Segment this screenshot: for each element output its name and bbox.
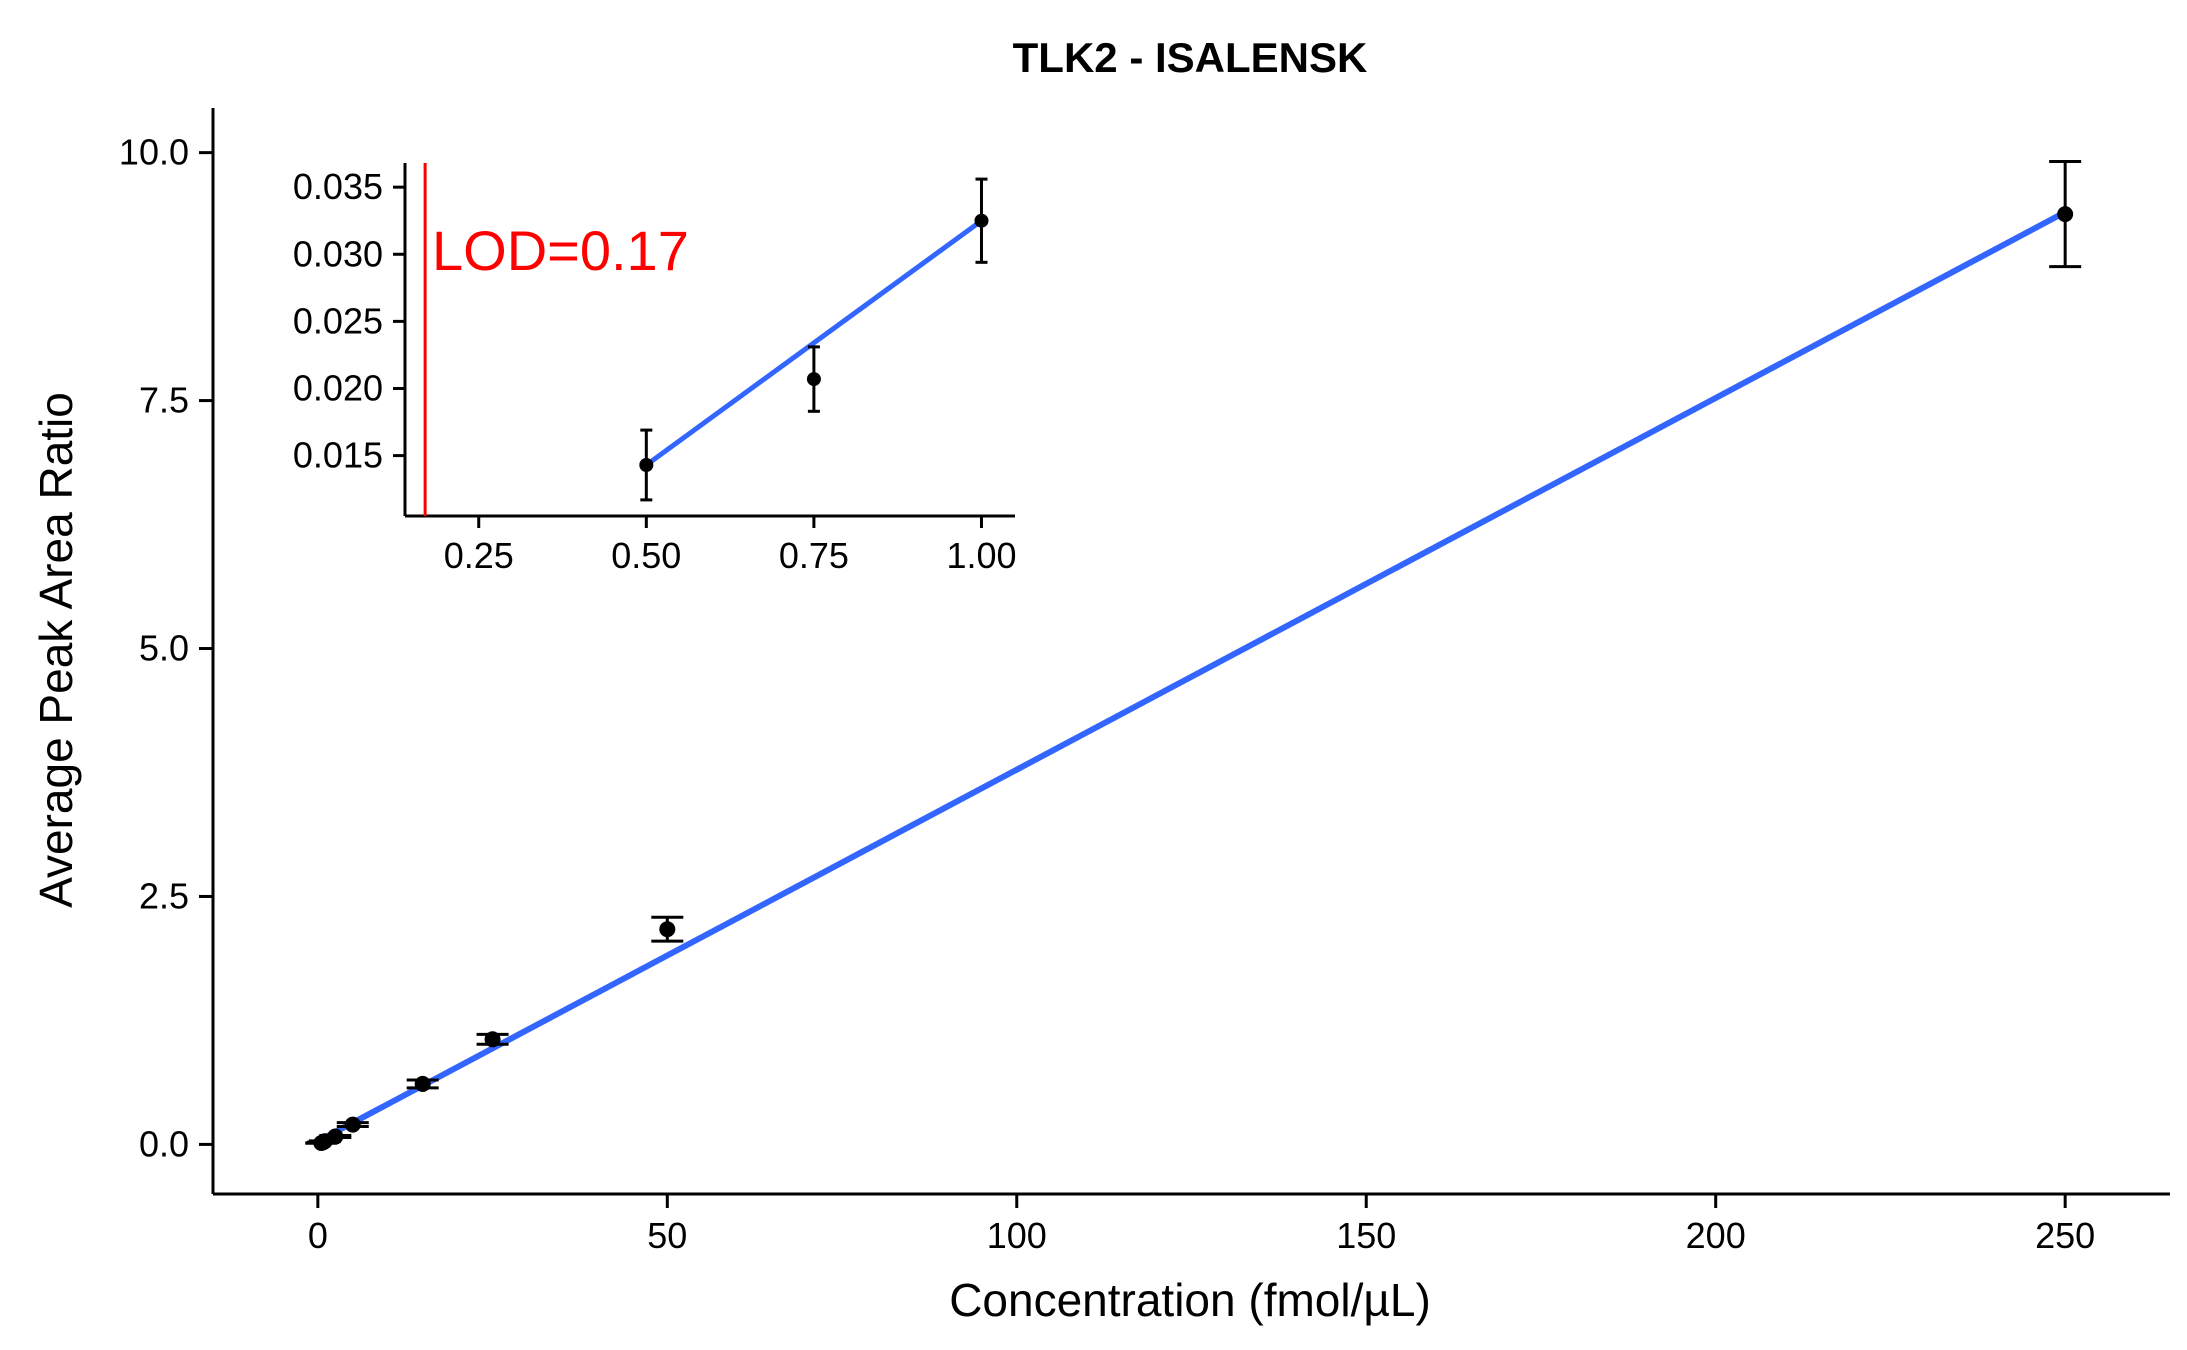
data-point [806, 372, 821, 387]
x-tick-label: 50 [647, 1215, 687, 1256]
x-tick-label: 0.75 [779, 535, 849, 576]
y-tick-label: 10.0 [119, 132, 189, 173]
data-point [414, 1075, 431, 1092]
x-tick-label: 0.50 [611, 535, 681, 576]
x-tick-label: 200 [1686, 1215, 1746, 1256]
x-tick-label: 0.25 [444, 535, 514, 576]
x-axis-label: Concentration (fmol/µL) [949, 1274, 1431, 1326]
main-plot: 0 50 100 150 200 250 0.0 2.5 5.0 7.5 10.0 [119, 108, 2170, 1256]
x-tick-label: 1.00 [946, 535, 1016, 576]
y-tick-label: 0.025 [293, 300, 383, 341]
x-tick-label: 150 [1336, 1215, 1396, 1256]
data-point [974, 213, 989, 228]
x-tick-label: 250 [2035, 1215, 2095, 1256]
data-point [327, 1128, 344, 1145]
y-axis-label: Average Peak Area Ratio [30, 392, 82, 908]
data-point [484, 1031, 501, 1048]
x-tick-label: 0 [308, 1215, 328, 1256]
inset-plot: 0.25 0.50 0.75 1.00 0.015 0.020 0.025 0.030 0.03… [293, 163, 1017, 576]
y-tick-label: 5.0 [139, 628, 189, 669]
y-tick-label: 7.5 [139, 380, 189, 421]
chart-title: TLK2 - ISALENSK [1013, 34, 1368, 81]
lod-label: LOD=0.17 [432, 219, 689, 282]
y-tick-label: 0.020 [293, 367, 383, 408]
y-tick-label: 0.0 [139, 1123, 189, 1164]
x-tick-label: 100 [987, 1215, 1047, 1256]
data-point [344, 1116, 361, 1133]
data-point [659, 921, 676, 938]
y-tick-label: 2.5 [139, 875, 189, 916]
data-point [639, 457, 654, 472]
fit-line [319, 209, 2067, 1143]
data-point [2057, 206, 2074, 223]
y-tick-label: 0.035 [293, 166, 383, 207]
y-tick-label: 0.015 [293, 435, 383, 476]
y-tick-label: 0.030 [293, 233, 383, 274]
fit-line [644, 218, 983, 468]
